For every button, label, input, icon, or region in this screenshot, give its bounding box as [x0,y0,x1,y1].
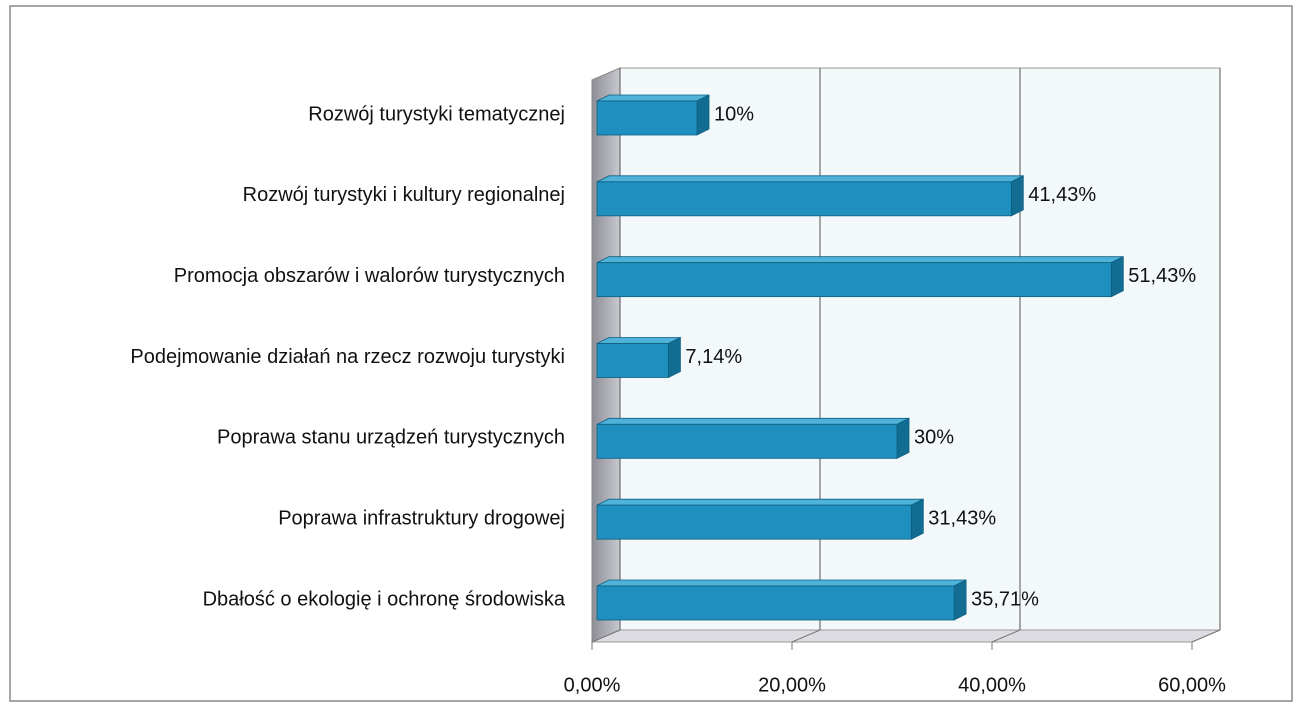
value-label: 35,71% [971,588,1039,610]
y-tick-label: Rozwój turystyki i kultury regionalnej [243,184,565,206]
bar-side [910,498,924,540]
y-tick-label: Promocja obszarów i walorów turystycznyc… [174,265,565,287]
y-tick-label: Poprawa infrastruktury drogowej [278,507,565,529]
bar-front [596,262,1112,298]
bar [596,336,681,379]
bar [596,94,710,136]
bar-top [596,417,910,425]
x-tick-label: 20,00% [758,674,826,696]
bar-front [596,423,898,459]
bar-top [596,579,967,587]
floor [591,629,1221,643]
bar [596,417,910,459]
bar [596,498,924,540]
bar-front [596,585,955,621]
y-tick-label: Poprawa stanu urządzeń turystycznych [217,427,565,449]
bar-top [596,498,924,506]
bar-side [1110,256,1124,298]
value-label: 31,43% [928,507,996,529]
value-label: 30% [914,427,954,449]
y-tick-label: Podejmowanie działań na rzecz rozwoju tu… [130,346,565,368]
bar-top [596,337,681,344]
value-label: 51,43% [1128,265,1196,287]
x-tick-label: 40,00% [958,674,1026,696]
bar-side [896,417,910,459]
bar [596,256,1124,298]
bar-side [696,94,710,136]
grid-line [591,629,621,643]
bar-side [1010,175,1024,217]
bar-front [596,181,1012,217]
x-tick-label: 60,00% [1158,674,1226,696]
bar-front [596,343,669,378]
value-label: 10% [714,103,754,125]
y-tick-label: Rozwój turystyki tematycznej [308,103,565,125]
bar [596,579,967,621]
grid-line [791,629,821,643]
bar-top [596,256,1124,264]
bar-side [668,336,681,379]
bar-top [596,94,710,102]
grid-line [991,629,1021,643]
bar-side [953,579,967,621]
chart-border [9,5,1293,702]
bar [596,175,1024,217]
y-tick-label: Dbałość o ekologię i ochronę środowiska [203,588,566,610]
grid-line [1191,629,1221,643]
bar-front [596,504,912,540]
value-label: 7,14% [685,346,742,368]
x-tick-label: 0,00% [564,674,621,696]
value-label: 41,43% [1028,184,1096,206]
bar-top [596,175,1024,183]
bar-front [596,100,698,136]
